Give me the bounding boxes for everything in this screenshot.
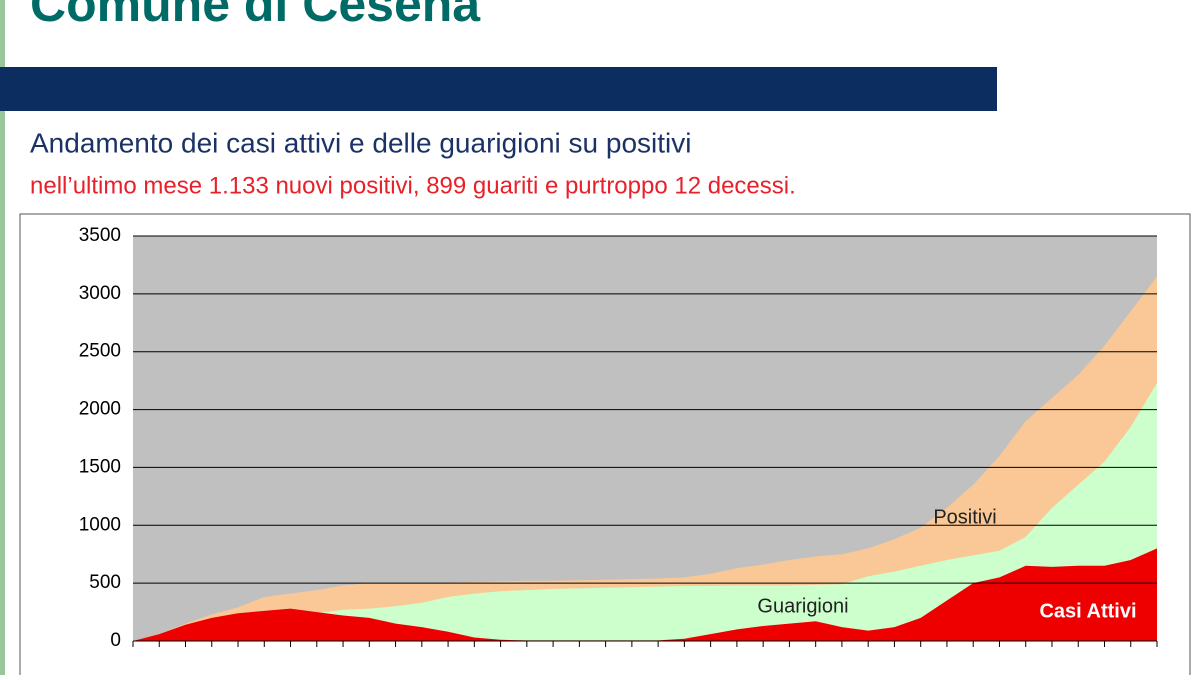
left-border	[0, 0, 5, 675]
series-label: Casi Attivi	[1039, 600, 1136, 622]
area	[133, 548, 1157, 641]
y-tick-label: 2500	[79, 341, 121, 362]
y-tick-label: 0	[110, 630, 121, 651]
chart-subtitle: nell’ultimo mese 1.133 nuovi positivi, 8…	[30, 172, 796, 199]
area	[133, 383, 1157, 641]
y-tick-label: 1500	[79, 456, 121, 477]
y-tick-label: 1000	[79, 514, 121, 535]
y-tick-label: 2000	[79, 399, 121, 420]
series-label: Positivi	[933, 506, 996, 528]
y-tick-label: 3500	[79, 225, 121, 246]
series-label: Guarigioni	[757, 595, 848, 617]
y-tick-label: 500	[89, 572, 121, 593]
area	[133, 276, 1157, 641]
plot: 0 500 1000 1500 2000 2500 3000 3500 Positivi Guar…	[79, 225, 1158, 651]
y-tick-label: 3000	[79, 283, 121, 304]
slide-title: Comune di Cesena	[30, 0, 481, 32]
title-bar	[0, 67, 997, 111]
chart-title: Andamento dei casi attivi e delle guarig…	[30, 127, 692, 158]
